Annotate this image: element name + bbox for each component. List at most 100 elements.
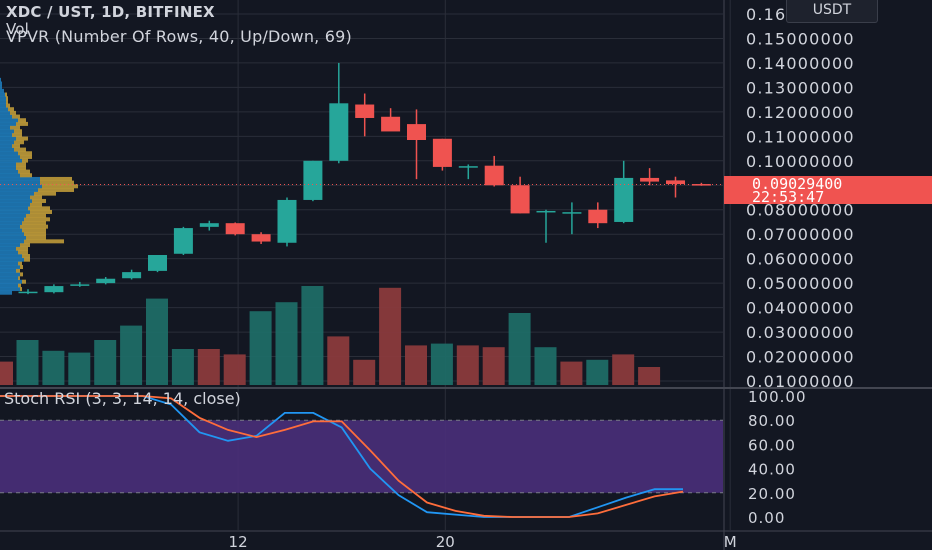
candle-body bbox=[199, 223, 219, 227]
vpvr-up-row bbox=[0, 239, 24, 244]
volume-bar bbox=[430, 343, 453, 385]
vpvr-up-row bbox=[0, 103, 6, 108]
vpvr-up-row bbox=[0, 147, 14, 152]
vpvr-up-row bbox=[0, 224, 20, 229]
volume-bar bbox=[534, 347, 557, 385]
vpvr-down-row bbox=[38, 187, 74, 192]
stoch-tick-label: 100.00 bbox=[748, 388, 807, 406]
candle-body bbox=[148, 254, 167, 271]
volume-bar bbox=[68, 352, 91, 385]
vpvr-up-row bbox=[0, 125, 10, 130]
vpvr-down-row bbox=[16, 268, 20, 273]
vpvr-down-row bbox=[22, 228, 46, 233]
vpvr-down-row bbox=[18, 151, 32, 156]
vpvr-up-row bbox=[0, 213, 26, 218]
vpvr-up-row bbox=[0, 290, 12, 295]
vpvr-down-row bbox=[30, 195, 42, 200]
vpvr-up-row bbox=[0, 198, 32, 203]
stoch-tick-label: 80.00 bbox=[748, 412, 796, 430]
vpvr-down-row bbox=[14, 140, 24, 145]
vpvr-up-row bbox=[0, 184, 42, 189]
price-tick-label: 0.06000000 bbox=[746, 250, 855, 269]
vpvr-up-row bbox=[0, 180, 40, 185]
volume-bar bbox=[638, 367, 661, 385]
vpvr-down-row bbox=[16, 121, 28, 126]
symbol-legend[interactable]: XDC / UST, 1D, BITFINEX bbox=[6, 3, 215, 21]
vpvr-up-row bbox=[0, 81, 2, 86]
vpvr-down-row bbox=[34, 191, 56, 196]
volume-bar bbox=[508, 313, 531, 385]
volume-legend[interactable]: Vol bbox=[6, 20, 30, 38]
vpvr-down-row bbox=[24, 239, 64, 244]
vpvr-up-row bbox=[0, 162, 16, 167]
vpvr-up-row bbox=[0, 195, 30, 200]
candle-body bbox=[536, 210, 556, 213]
vpvr-up-row bbox=[0, 165, 16, 170]
price-tick-label: 0.12000000 bbox=[746, 103, 855, 122]
last-price-value: 0.09029400 bbox=[752, 175, 843, 193]
vpvr-down-row bbox=[10, 110, 16, 115]
vpvr-up-row bbox=[0, 206, 28, 211]
volume-bar bbox=[405, 345, 427, 385]
vpvr-down-row bbox=[5, 92, 7, 97]
candle-body bbox=[70, 284, 90, 286]
vpvr-up-row bbox=[0, 154, 20, 159]
candle-body bbox=[329, 103, 349, 161]
volume-bar bbox=[275, 302, 298, 385]
volume-bar bbox=[560, 361, 583, 385]
vpvr-up-row bbox=[0, 265, 20, 270]
time-tick-label: M bbox=[724, 533, 737, 550]
vpvr-down-row bbox=[20, 224, 48, 229]
candle-body bbox=[173, 228, 193, 254]
vpvr-up-row bbox=[0, 85, 2, 90]
vpvr-up-row bbox=[0, 220, 22, 225]
stoch-tick-label: 20.00 bbox=[748, 485, 796, 503]
vpvr-up-row bbox=[0, 136, 16, 141]
vpvr-down-row bbox=[16, 165, 26, 170]
vpvr-up-row bbox=[0, 257, 24, 262]
candle-body bbox=[225, 223, 245, 235]
candle-body bbox=[381, 116, 401, 132]
vpvr-up-row bbox=[0, 232, 24, 236]
candle-body bbox=[614, 177, 634, 222]
volume-bar bbox=[612, 354, 635, 385]
vpvr-down-row bbox=[30, 202, 42, 207]
vpvr-up-row bbox=[0, 187, 38, 192]
vpvr-down-row bbox=[18, 169, 30, 174]
price-tick-label: 0.04000000 bbox=[746, 299, 855, 318]
last-price-badge: 0.09029400 22:53:47 bbox=[724, 175, 932, 205]
vpvr-legend[interactable]: VPVR (Number Of Rows, 40, Up/Down, 69) bbox=[6, 27, 352, 46]
vpvr-down-row bbox=[20, 272, 23, 277]
vpvr-up-row bbox=[0, 287, 20, 292]
candle-body bbox=[303, 160, 323, 200]
vpvr-down-row bbox=[20, 265, 23, 270]
stoch-rsi-legend[interactable]: Stoch RSI (3, 3, 14, 14, close) bbox=[4, 389, 241, 408]
volume-bar bbox=[197, 349, 220, 385]
vpvr-up-row bbox=[0, 279, 22, 284]
vpvr-down-row bbox=[12, 143, 20, 148]
vpvr-up-row bbox=[0, 88, 4, 93]
time-tick-label: 20 bbox=[436, 533, 455, 550]
vpvr-down-row bbox=[40, 180, 74, 185]
candle-body bbox=[277, 199, 297, 243]
vpvr-up-row bbox=[0, 114, 12, 119]
candle-body bbox=[96, 278, 116, 284]
candle-body bbox=[355, 104, 375, 118]
volume-bar bbox=[379, 287, 402, 385]
vpvr-down-row bbox=[32, 198, 46, 203]
currency-selector[interactable]: USDT bbox=[786, 0, 878, 23]
vpvr-down-row bbox=[22, 158, 28, 163]
candle-body bbox=[122, 272, 142, 279]
vpvr-up-row bbox=[0, 217, 24, 222]
stoch-series-d bbox=[0, 395, 684, 518]
volume-bar bbox=[16, 340, 39, 385]
vpvr-down-row bbox=[18, 276, 20, 281]
vpvr-down-row bbox=[16, 136, 28, 141]
volume-bar bbox=[94, 340, 117, 385]
vpvr-down-row bbox=[26, 235, 46, 240]
vpvr-up-row bbox=[0, 158, 22, 163]
vpvr-up-row bbox=[0, 246, 16, 251]
volume-bar bbox=[327, 336, 350, 385]
vpvr-up-row bbox=[0, 250, 18, 255]
